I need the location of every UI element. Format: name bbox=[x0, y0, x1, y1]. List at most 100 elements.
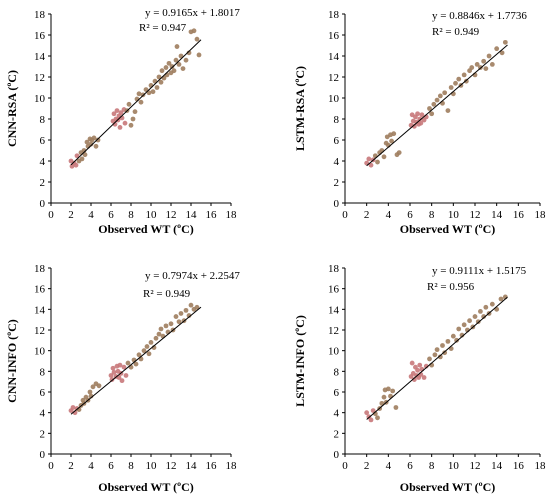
data-point bbox=[381, 154, 387, 160]
y-tick-label: 4 bbox=[334, 156, 340, 168]
data-point bbox=[110, 365, 116, 371]
data-point bbox=[121, 364, 127, 370]
x-tick-label: 6 bbox=[407, 460, 413, 472]
data-point bbox=[191, 28, 197, 34]
data-point bbox=[459, 332, 465, 338]
data-point bbox=[79, 156, 85, 162]
y-tick-label: 16 bbox=[328, 284, 340, 296]
x-tick-label: 4 bbox=[88, 460, 94, 472]
x-tick-label: 4 bbox=[386, 209, 392, 221]
scatter-panel-2: 0 2 4 6 8 10 12 14 16 18 0 2 4 6 8 10 12 14 16 18 y = 0.8846… bbox=[293, 9, 546, 236]
y-tick-label: 14 bbox=[328, 51, 340, 63]
data-point bbox=[474, 62, 480, 67]
data-point bbox=[96, 383, 102, 389]
x-tick-label: 0 bbox=[342, 209, 348, 221]
data-point bbox=[118, 110, 124, 116]
y-tick-label: 0 bbox=[40, 198, 46, 210]
x-tick-label: 4 bbox=[88, 209, 94, 221]
x-tick-label: 18 bbox=[226, 209, 238, 221]
y-tick-label: 0 bbox=[334, 198, 340, 210]
data-point bbox=[432, 352, 438, 358]
x-tick-label: 6 bbox=[108, 209, 114, 221]
x-tick-label: 12 bbox=[470, 460, 481, 472]
x-tick-label: 10 bbox=[448, 209, 460, 221]
x-tick-label: 10 bbox=[448, 460, 460, 472]
regression-equation: y = 0.9111x + 1.5175 bbox=[432, 265, 527, 277]
y-tick-label: 8 bbox=[40, 366, 46, 378]
data-point bbox=[456, 76, 462, 82]
data-point bbox=[169, 64, 175, 69]
y-tick-label: 12 bbox=[34, 325, 45, 337]
trend-line bbox=[70, 39, 202, 166]
y-tick-label: 4 bbox=[40, 408, 46, 420]
x-tick-label: 8 bbox=[429, 460, 435, 472]
x-tick-label: 14 bbox=[186, 460, 198, 472]
data-point bbox=[183, 57, 189, 63]
y-tick-label: 2 bbox=[40, 177, 46, 189]
data-point bbox=[148, 83, 154, 88]
data-point bbox=[117, 362, 123, 368]
data-point bbox=[176, 62, 182, 67]
data-point bbox=[483, 304, 489, 310]
y-axis-title: CNN-RSA (ºC) bbox=[5, 70, 19, 147]
y-axis-title: LSTM-INFO (ºC) bbox=[293, 315, 307, 407]
data-point bbox=[461, 72, 467, 78]
data-point bbox=[445, 338, 451, 344]
data-point bbox=[119, 378, 125, 384]
y-tick-label: 14 bbox=[328, 304, 340, 316]
data-point bbox=[158, 326, 164, 332]
data-point bbox=[82, 152, 88, 158]
data-point bbox=[188, 302, 194, 308]
y-tick-label: 14 bbox=[34, 304, 46, 316]
data-point bbox=[437, 354, 443, 360]
x-tick-label: 8 bbox=[128, 460, 134, 472]
data-point bbox=[461, 322, 467, 328]
data-point bbox=[467, 318, 472, 324]
data-point bbox=[375, 415, 380, 421]
x-tick-label: 12 bbox=[166, 460, 177, 472]
x-tick-label: 0 bbox=[48, 460, 54, 472]
data-point bbox=[463, 78, 469, 84]
data-point bbox=[130, 116, 136, 122]
data-point bbox=[421, 375, 427, 380]
x-tick-label: 8 bbox=[128, 209, 134, 221]
data-point bbox=[419, 112, 425, 118]
x-tick-label: 0 bbox=[48, 209, 54, 221]
scatter-panel-3: 0 2 4 6 8 10 12 14 16 18 0 2 4 6 8 10 12 14 16 18 y = 0.7974… bbox=[5, 263, 240, 494]
data-point bbox=[481, 314, 487, 319]
x-tick-label: 18 bbox=[535, 460, 547, 472]
data-point bbox=[417, 362, 423, 368]
trend-line bbox=[366, 44, 508, 167]
data-point bbox=[186, 50, 192, 56]
y-tick-label: 12 bbox=[34, 72, 45, 84]
r-squared-label: R² = 0.949 bbox=[143, 288, 191, 300]
data-point bbox=[415, 367, 420, 373]
data-point bbox=[411, 377, 417, 382]
trend-line bbox=[366, 296, 508, 420]
data-point bbox=[136, 352, 142, 358]
data-point bbox=[154, 85, 160, 90]
regression-equation: y = 0.9165x + 1.8017 bbox=[145, 7, 240, 19]
data-point bbox=[442, 350, 448, 356]
data-point bbox=[379, 400, 385, 406]
r-squared-label: R² = 0.947 bbox=[139, 22, 187, 34]
data-point bbox=[196, 52, 202, 58]
y-tick-label: 18 bbox=[328, 263, 340, 275]
data-point bbox=[114, 108, 120, 113]
x-tick-label: 10 bbox=[146, 209, 158, 221]
x-tick-label: 14 bbox=[186, 209, 198, 221]
data-point bbox=[70, 405, 76, 410]
y-tick-label: 4 bbox=[40, 156, 46, 168]
x-tick-label: 16 bbox=[206, 209, 218, 221]
data-point bbox=[173, 314, 179, 319]
data-point bbox=[445, 108, 451, 113]
y-tick-label: 8 bbox=[334, 366, 340, 378]
data-point bbox=[174, 44, 180, 49]
data-point bbox=[111, 111, 117, 117]
data-point bbox=[434, 97, 440, 103]
data-point bbox=[166, 60, 172, 66]
data-point bbox=[364, 410, 370, 416]
data-point bbox=[375, 159, 380, 165]
y-tick-label: 18 bbox=[328, 9, 340, 21]
data-point bbox=[390, 388, 396, 394]
